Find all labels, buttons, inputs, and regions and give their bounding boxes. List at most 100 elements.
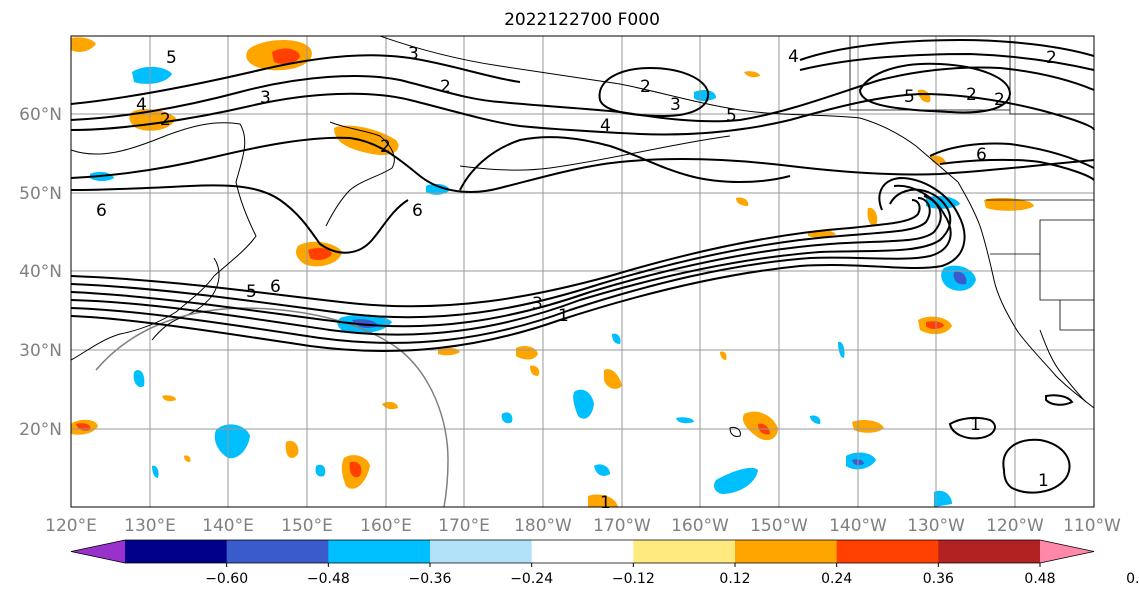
- colorbar-outline: [70, 539, 1095, 564]
- positive-patch: [736, 197, 749, 206]
- colorbar-segment: [633, 540, 736, 563]
- contour-line: [70, 184, 952, 344]
- contour-line: [1045, 394, 1074, 406]
- positive-patch: [867, 207, 878, 227]
- lon-tick-label: 160°W: [671, 516, 729, 536]
- positive-patch: [918, 89, 931, 103]
- colorbar-tick-label: −0.12: [612, 571, 655, 587]
- negative-patch: [612, 333, 621, 344]
- negative-patch: [214, 424, 250, 459]
- contour-label: 6: [976, 145, 987, 165]
- contour-line: [799, 38, 1095, 61]
- positive-patch: [285, 440, 299, 458]
- colorbar-tick-label: 0.48: [1024, 571, 1055, 587]
- negative-patch: [934, 490, 952, 507]
- positive-patch: [530, 365, 540, 376]
- contour-label: 2: [966, 85, 977, 105]
- lon-tick-label: 120°E: [45, 516, 97, 536]
- contour-line: [1002, 438, 1071, 494]
- contour-label: 2: [1046, 48, 1057, 68]
- colorbar-segment: [328, 540, 431, 563]
- colorbar-segment: [125, 540, 228, 563]
- contour-label: 2: [380, 137, 391, 157]
- map-border: [70, 35, 1095, 508]
- colorbar-tick-label: −0.36: [409, 571, 452, 587]
- contour-line: [939, 158, 1095, 181]
- contour-line: [70, 136, 1095, 193]
- positive-patch: [604, 369, 622, 389]
- colorbar-tick-label: 0.24: [821, 571, 852, 587]
- lat-tick-label: 40°N: [19, 262, 62, 282]
- lon-tick-label: 120°W: [986, 516, 1044, 536]
- contour-line: [598, 66, 710, 118]
- positive-patch: [588, 494, 618, 507]
- negative-core: [953, 271, 967, 285]
- lon-tick-label: 150°W: [750, 516, 808, 536]
- graticule: [71, 36, 1094, 507]
- positive-core: [926, 321, 944, 329]
- contour-label: 1: [970, 415, 981, 435]
- lon-tick-label: 180°W: [514, 516, 572, 536]
- contour-label: 2: [640, 77, 651, 97]
- political-borders: [849, 36, 1094, 331]
- positive-patch: [184, 455, 191, 462]
- colorbar-segment: [938, 540, 1041, 563]
- kamchatka-coast: [325, 121, 395, 227]
- contour-labels: 5 4 3 2 2 3 2 4 5 2 3 2 6 6 6 5 6 3 1 1 …: [96, 44, 1057, 513]
- colorbar-segment: [531, 540, 634, 563]
- asia-coast: [70, 122, 257, 361]
- border-line: [1009, 36, 1094, 115]
- negative-patch: [573, 389, 594, 419]
- positive-patch: [71, 37, 96, 52]
- negative-patch: [133, 369, 145, 388]
- latitude-labels: 60°N 50°N 40°N 30°N 20°N: [19, 105, 62, 440]
- map-title: 2022122700 F000: [504, 10, 660, 30]
- japan-coast: [151, 257, 220, 341]
- contour-label: 3: [532, 294, 543, 314]
- border-line: [1039, 219, 1094, 254]
- hawaii-islands: [729, 427, 741, 437]
- positive-patch: [930, 155, 946, 165]
- contour-line: [70, 188, 952, 336]
- contour-label: 2: [440, 77, 451, 97]
- positive-patch: [744, 71, 760, 78]
- positive-patch: [720, 351, 727, 360]
- positive-core: [308, 247, 332, 261]
- contour-line: [70, 195, 942, 328]
- contour-line: [70, 199, 921, 308]
- contour-label: 6: [270, 277, 281, 297]
- positive-patch: [516, 346, 538, 360]
- colorbar-segment: [226, 540, 329, 563]
- na-west-coast: [957, 181, 1095, 409]
- colorbar-segment: [430, 540, 533, 563]
- positive-patch: [438, 347, 460, 356]
- border-line: [1059, 300, 1094, 331]
- colorbar-tick-label: −0.24: [510, 571, 553, 587]
- contours: [70, 38, 1095, 494]
- colorbar-tick-label: −0.48: [307, 571, 350, 587]
- colorbar-tick-label: 0.12: [719, 571, 750, 587]
- negative-patch: [501, 412, 513, 424]
- lon-tick-label: 110°W: [1063, 516, 1121, 536]
- contour-label: 5: [246, 282, 257, 302]
- longitude-labels: 120°E 130°E 140°E 150°E 160°E 170°E 180°…: [45, 516, 1121, 536]
- contour-label: 4: [136, 95, 147, 115]
- lat-tick-label: 50°N: [19, 184, 62, 204]
- colorbar-tick-label: 0.36: [923, 571, 954, 587]
- colorbar-tick-label: 0.60: [1126, 571, 1139, 587]
- contour-label: 3: [260, 88, 271, 108]
- lon-tick-label: 130°W: [907, 516, 965, 536]
- positive-core: [272, 48, 300, 64]
- colorbar: −0.60 −0.48 −0.36 −0.24 −0.12 0.12 0.24 0.36 0.4…: [70, 539, 1139, 587]
- contour-label: 1: [600, 493, 611, 513]
- lat-tick-label: 60°N: [19, 105, 62, 125]
- positive-core: [349, 461, 362, 478]
- contour-line: [459, 136, 791, 191]
- lon-tick-label: 160°E: [360, 516, 412, 536]
- positive-patch: [162, 395, 176, 402]
- lon-tick-label: 140°W: [829, 516, 887, 536]
- contour-line: [70, 184, 409, 254]
- map-panel: 5 4 3 2 2 3 2 4 5 2 3 2 6 6 6 5 6 3 1 1 …: [70, 35, 1095, 513]
- contour-label: 4: [600, 116, 611, 136]
